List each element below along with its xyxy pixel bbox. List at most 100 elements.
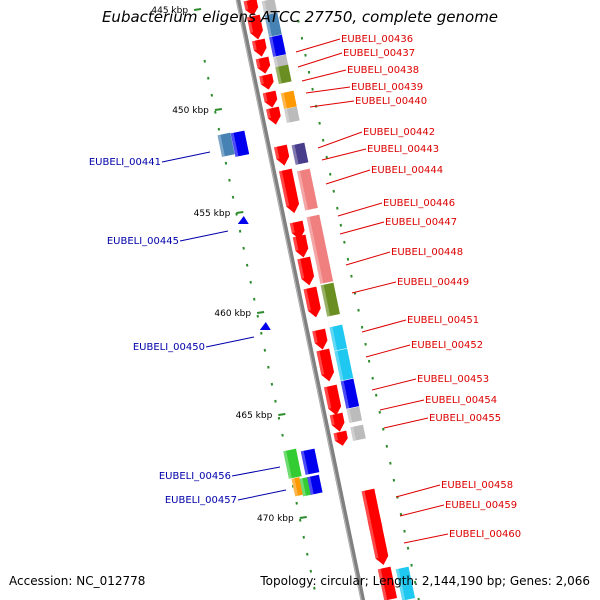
inner-tick <box>263 348 267 352</box>
gene-labels: EUBELI_00436 EUBELI_00437 EUBELI_00438 EUBE… <box>89 34 521 544</box>
gene-feature <box>259 73 274 90</box>
backbone-highlight <box>235 0 362 600</box>
outer-tick <box>410 563 413 567</box>
gene-block-shade <box>334 350 344 381</box>
gene-arrow <box>312 328 328 350</box>
inner-tick <box>217 127 221 131</box>
gene-block-shade <box>300 450 309 475</box>
gene-feature <box>296 168 318 211</box>
gene-arrow-shade <box>259 75 264 85</box>
inner-tick <box>242 246 245 250</box>
gene-arrow-shade <box>312 330 318 344</box>
gene-label: EUBELI_00438 <box>347 65 419 76</box>
gene-block-shade <box>296 170 309 211</box>
gene-arrow <box>246 14 263 40</box>
inner-tick <box>238 229 242 233</box>
gene-label: EUBELI_00436 <box>341 34 413 45</box>
gene-block-shade <box>230 132 239 157</box>
label-leader <box>365 344 411 358</box>
gene-arrow-shade <box>274 146 280 160</box>
gene-label: EUBELI_00459 <box>445 500 517 511</box>
gene-feature <box>350 424 366 442</box>
major-tick <box>256 311 265 314</box>
gene-feature <box>367 518 389 566</box>
gene-block <box>346 406 363 424</box>
gene-feature <box>306 214 334 284</box>
gene-feature <box>303 286 321 318</box>
inner-tick <box>302 535 305 539</box>
gene-arrow-shade <box>278 170 290 207</box>
gene-arrow <box>292 234 309 258</box>
gene-feature <box>333 430 348 446</box>
gene-feature <box>334 348 354 381</box>
outer-tick <box>399 512 403 516</box>
outer-tick <box>311 87 314 91</box>
outer-tick <box>357 308 360 312</box>
label-leader <box>309 100 355 108</box>
gene-block-shade <box>320 284 331 317</box>
gene-arrow-shade <box>243 0 249 10</box>
gene-feature <box>395 566 416 600</box>
gene-label: EUBELI_00453 <box>417 374 489 385</box>
accession-text: Accession: NC_012778 <box>9 574 146 588</box>
gene-block-shade <box>377 568 388 600</box>
gene-block <box>283 448 302 479</box>
genome-summary-text: Topology: circular; Length: 2,144,190 bp… <box>260 574 590 588</box>
backbone-line <box>235 0 366 600</box>
gene-small-arrow <box>237 216 249 224</box>
label-leader <box>371 378 417 391</box>
label-leader <box>325 169 371 185</box>
gene-block <box>261 0 278 16</box>
label-leader <box>403 533 449 544</box>
gene-block <box>329 324 348 351</box>
gene-block <box>284 106 300 124</box>
gene-arrow-shade <box>329 414 335 426</box>
label-leader <box>321 148 367 161</box>
gene-feature <box>280 90 297 109</box>
gene-block <box>230 130 250 157</box>
gene-arrow <box>255 56 271 74</box>
label-leader <box>339 221 385 235</box>
outer-tick <box>367 359 371 363</box>
gene-feature <box>289 220 305 240</box>
gene-block-shade <box>350 426 357 442</box>
gene-label: EUBELI_00443 <box>367 144 439 155</box>
inner-tick <box>253 297 256 301</box>
outer-tick <box>389 461 392 465</box>
gene-feature <box>278 168 300 214</box>
outer-tick <box>374 393 378 397</box>
scale-tick-label: 445 kbp <box>151 6 188 16</box>
outer-tick <box>329 172 332 176</box>
gene-arrow-shade <box>251 40 257 51</box>
major-tick <box>278 413 286 416</box>
gene-arrow-shade <box>255 58 261 68</box>
label-leader <box>301 69 347 82</box>
gene-block <box>264 12 282 37</box>
gene-label: EUBELI_00442 <box>363 127 435 138</box>
gene-label: EUBELI_00439 <box>351 82 423 93</box>
gene-arrow-shade <box>367 520 379 559</box>
gene-feature <box>284 106 300 124</box>
inner-tick <box>207 76 210 80</box>
gene-feature <box>377 566 398 600</box>
gene-feature <box>266 106 281 125</box>
major-tick <box>193 8 202 11</box>
gene-feature <box>283 448 302 479</box>
inner-tick <box>281 433 284 437</box>
outer-tick <box>350 274 353 278</box>
inner-tick <box>277 416 281 420</box>
gene-feature <box>323 384 342 416</box>
outer-tick <box>417 597 420 600</box>
gene-block-shade <box>273 56 279 70</box>
gene-block <box>291 477 304 497</box>
label-leader <box>399 504 445 517</box>
outer-tick <box>339 223 343 227</box>
inner-tick <box>228 178 231 182</box>
outer-tick <box>360 325 364 329</box>
gene-label: EUBELI_00451 <box>407 315 479 326</box>
gene-feature <box>264 12 282 37</box>
label-leader <box>317 131 363 149</box>
label-leader <box>205 336 255 348</box>
gene-label: EUBELI_00460 <box>449 529 521 540</box>
gene-label: EUBELI_00456 <box>159 471 231 482</box>
